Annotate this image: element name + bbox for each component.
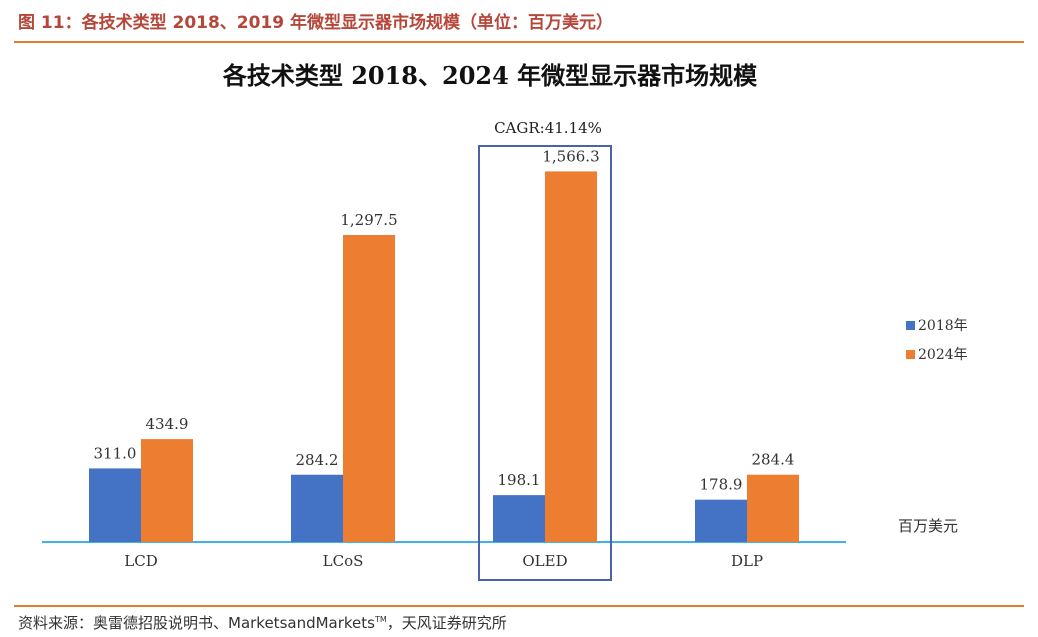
- category-label-dlp: DLP: [731, 552, 763, 570]
- header-rule: [14, 41, 1024, 43]
- legend-swatch-2024: [906, 350, 915, 359]
- bar-dlp-2018: [695, 499, 747, 542]
- data-label-lcos-2024: 1,297.5: [340, 211, 397, 229]
- chart-title: 各技术类型 2018、2024 年微型显示器市场规模: [222, 61, 758, 90]
- data-label-lcos-2018: 284.2: [296, 451, 339, 469]
- trademark-mark: TM: [374, 615, 387, 624]
- category-label-lcd: LCD: [124, 552, 157, 570]
- bar-lcos-2024: [343, 235, 395, 542]
- data-label-oled-2018: 198.1: [498, 471, 541, 489]
- source-prefix: 资料来源：奥雷德招股说明书、MarketsandMarkets: [18, 614, 375, 632]
- unit-label: 百万美元: [898, 517, 958, 535]
- source-note: 资料来源：奥雷德招股说明书、MarketsandMarketsTM，天风证券研究…: [18, 612, 507, 633]
- data-label-oled-2024: 1,566.3: [542, 147, 599, 165]
- data-label-lcd-2018: 311.0: [94, 444, 137, 462]
- legend-swatch-2018: [906, 321, 915, 330]
- legend-label-2018: 2018年: [918, 318, 968, 334]
- category-label-lcos: LCoS: [323, 552, 364, 570]
- bar-oled-2018: [493, 495, 545, 542]
- figure-header: 图 11：各技术类型 2018、2019 年微型显示器市场规模（单位：百万美元）: [18, 13, 614, 33]
- cagr-annotation: CAGR:41.14%: [494, 119, 602, 137]
- data-label-dlp-2024: 284.4: [752, 451, 795, 469]
- data-label-lcd-2024: 434.9: [146, 415, 189, 433]
- legend-label-2024: 2024年: [918, 347, 968, 363]
- bar-oled-2024: [545, 171, 597, 542]
- footer-rule: [14, 605, 1024, 607]
- bar-lcos-2018: [291, 474, 343, 542]
- oled-highlight-box: [478, 145, 612, 581]
- data-label-dlp-2018: 178.9: [700, 476, 743, 494]
- bar-lcd-2024: [141, 439, 193, 542]
- source-suffix: ，天风证券研究所: [386, 614, 507, 632]
- bar-dlp-2024: [747, 474, 799, 542]
- bar-lcd-2018: [89, 468, 141, 542]
- category-label-oled: OLED: [522, 552, 567, 570]
